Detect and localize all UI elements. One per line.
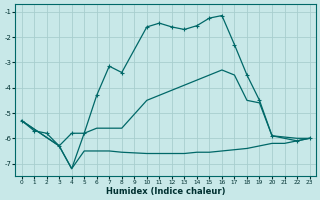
X-axis label: Humidex (Indice chaleur): Humidex (Indice chaleur)	[106, 187, 225, 196]
